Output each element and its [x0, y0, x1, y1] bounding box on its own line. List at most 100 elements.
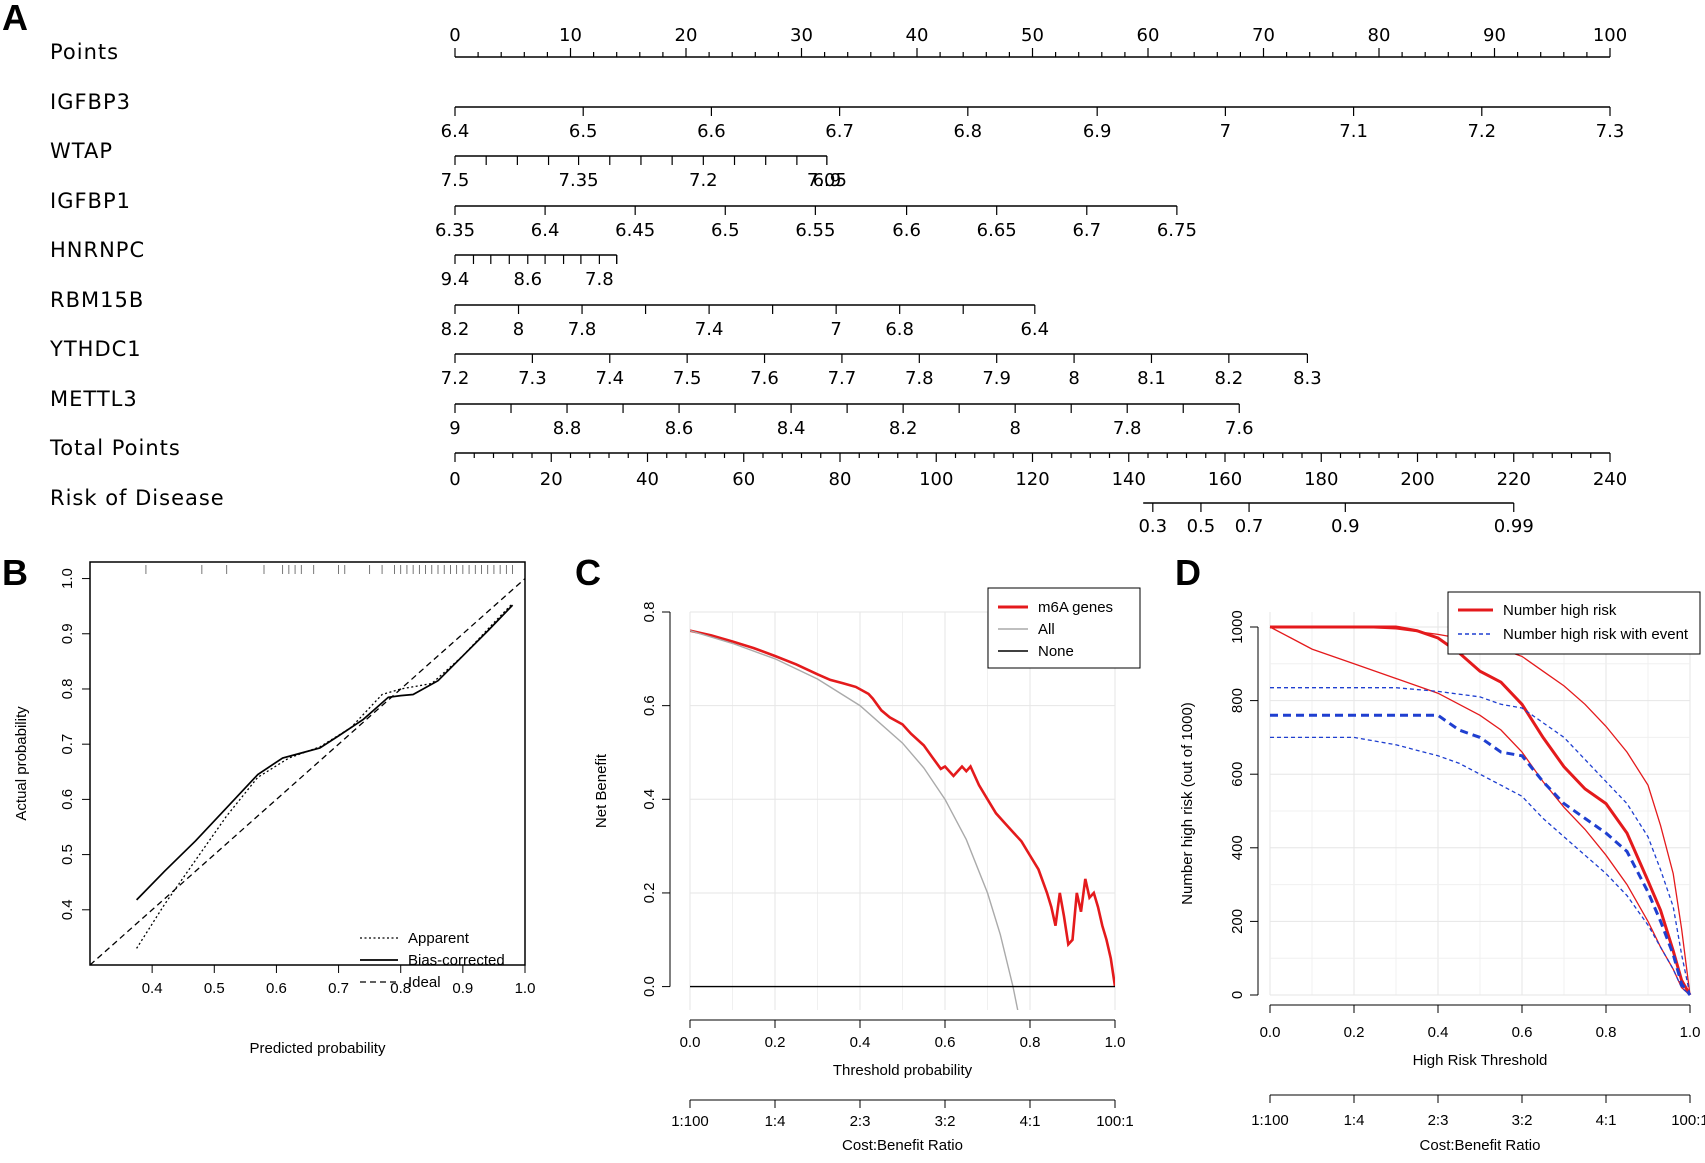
row-label-mettl3: METTL3 [50, 387, 138, 411]
igfbp1-tick-label: 6.7 [1072, 220, 1101, 241]
points-tick-label: 90 [1483, 25, 1506, 46]
points-tick-label: 70 [1252, 25, 1275, 46]
risk-tick-label: 0.7 [1235, 516, 1264, 537]
total-points-tick-label: 60 [732, 469, 755, 490]
series-number-high-risk-upper [1270, 626, 1691, 996]
y-tick-label: 0.4 [59, 899, 76, 920]
y-tick-label: 1.0 [59, 568, 76, 589]
y-tick-label: 0.8 [641, 602, 658, 623]
ythdc1-tick-label: 7.6 [750, 368, 779, 389]
rbm15b-tick-label: 7.8 [568, 319, 597, 340]
cost-benefit-tick-label: 1:4 [765, 1113, 786, 1130]
cost-benefit-tick-label: 2:3 [1428, 1112, 1449, 1129]
igfbp1-tick-label: 6.75 [1157, 220, 1197, 241]
y-tick-label: 0.6 [59, 789, 76, 810]
legend-box [987, 587, 1141, 669]
igfbp3-tick-label: 7.2 [1467, 121, 1496, 142]
ythdc1-tick-label: 7.3 [518, 368, 547, 389]
cost-benefit-tick-label: 100:1 [1096, 1113, 1134, 1130]
igfbp1-tick-label: 6.65 [977, 220, 1017, 241]
hnrnpc-tick-label: 9.4 [441, 269, 470, 290]
total-points-tick-label: 40 [636, 469, 659, 490]
series-number-high-risk [1270, 625, 1692, 996]
igfbp1-tick-label: 6.45 [615, 220, 655, 241]
panel-label-a: A [2, 0, 28, 38]
mettl3-tick-label: 7.6 [1225, 418, 1254, 439]
cost-benefit-tick-label: 3:2 [935, 1113, 956, 1130]
ythdc1-tick-label: 8.3 [1293, 368, 1322, 389]
ythdc1-tick-label: 7.2 [441, 368, 470, 389]
mettl3-tick-label: 8.8 [553, 418, 582, 439]
points-tick-label: 40 [906, 25, 929, 46]
cost-benefit-tick-label: 4:1 [1020, 1113, 1041, 1130]
hnrnpc-tick-label: 7.8 [585, 269, 614, 290]
igfbp3-tick-label: 7.1 [1339, 121, 1368, 142]
y-tick-label: 0.5 [59, 844, 76, 865]
row-label-risk-of-disease: Risk of Disease [50, 486, 225, 510]
risk-tick-label: 0.9 [1331, 516, 1360, 537]
x-tick-label: 0.0 [1260, 1024, 1281, 1041]
rbm15b-tick-label: 7.4 [695, 319, 724, 340]
series-apparent [136, 602, 514, 949]
x-tick-label: 0.4 [850, 1034, 871, 1051]
cost-benefit-axis-label: Cost:Benefit Ratio [842, 1137, 963, 1154]
legend-label-number-high-risk: Number high risk [1503, 602, 1617, 619]
row-label-rbm15b: RBM15B [50, 288, 144, 312]
x-axis-label: Predicted probability [250, 1040, 386, 1057]
total-points-tick-label: 200 [1400, 469, 1434, 490]
x-tick-label: 1.0 [515, 980, 536, 997]
igfbp1-tick-label: 6.55 [795, 220, 835, 241]
rbm15b-tick-label: 8 [513, 319, 524, 340]
cost-benefit-axis-label: Cost:Benefit Ratio [1420, 1137, 1541, 1154]
ythdc1-tick-label: 8 [1068, 368, 1079, 389]
panel-label-b: B [2, 552, 28, 593]
total-points-tick-label: 120 [1015, 469, 1049, 490]
points-tick-label: 100 [1593, 25, 1627, 46]
total-points-tick-label: 100 [919, 469, 953, 490]
legend-label-ideal: Ideal [408, 974, 441, 991]
legend-label-all: All [1038, 621, 1055, 638]
ythdc1-tick-label: 8.2 [1215, 368, 1244, 389]
series-m6a-genes [690, 629, 1115, 987]
cost-benefit-tick-label: 100:1 [1671, 1112, 1705, 1129]
mettl3-tick-label: 8.6 [665, 418, 694, 439]
panel-label-d: D [1175, 552, 1201, 593]
points-tick-label: 80 [1368, 25, 1391, 46]
series-all [690, 630, 1019, 1010]
x-tick-label: 0.4 [142, 980, 163, 997]
row-label-hnrnpc: HNRNPC [50, 238, 145, 262]
y-tick-label: 0.4 [641, 789, 658, 810]
clinical-impact-panel: 0 200 400 600 800 1000 Number high risk (out o… [1179, 591, 1705, 1154]
legend-label-none: None [1038, 643, 1074, 660]
hnrnpc-tick-label: 8.6 [513, 269, 542, 290]
legend-label-number-high-risk-with-event: Number high risk with event [1503, 626, 1689, 643]
rbm15b-tick-label: 7 [830, 319, 841, 340]
total-points-tick-label: 220 [1497, 469, 1531, 490]
risk-tick-label: 0.3 [1138, 516, 1167, 537]
mettl3-tick-label: 8.4 [777, 418, 806, 439]
x-tick-label: 0.8 [1596, 1024, 1617, 1041]
y-tick-label: 0.7 [59, 734, 76, 755]
cost-benefit-tick-label: 3:2 [1512, 1112, 1533, 1129]
row-label-ythdc1: YTHDC1 [49, 337, 142, 361]
y-tick-label: 0 [1229, 991, 1246, 999]
ythdc1-tick-label: 7.9 [982, 368, 1011, 389]
risk-tick-label: 0.5 [1187, 516, 1216, 537]
cost-benefit-tick-label: 1:4 [1344, 1112, 1365, 1129]
x-axis-label: Threshold probability [833, 1062, 973, 1079]
series-number-high-risk-with-event [1270, 713, 1692, 996]
y-tick-label: 200 [1229, 909, 1246, 934]
wtap-tick-label: 7.5 [441, 170, 470, 191]
total-points-tick-label: 240 [1593, 469, 1627, 490]
mettl3-tick-label: 7.8 [1113, 418, 1142, 439]
total-points-tick-label: 0 [449, 469, 460, 490]
x-tick-label: 0.6 [266, 980, 287, 997]
mettl3-tick-label: 8.2 [889, 418, 918, 439]
mettl3-tick-label: 9 [449, 418, 460, 439]
y-tick-label: 1000 [1229, 610, 1246, 643]
y-tick-label: 600 [1229, 762, 1246, 787]
y-tick-label: 0.2 [641, 883, 658, 904]
x-tick-label: 0.0 [680, 1034, 701, 1051]
